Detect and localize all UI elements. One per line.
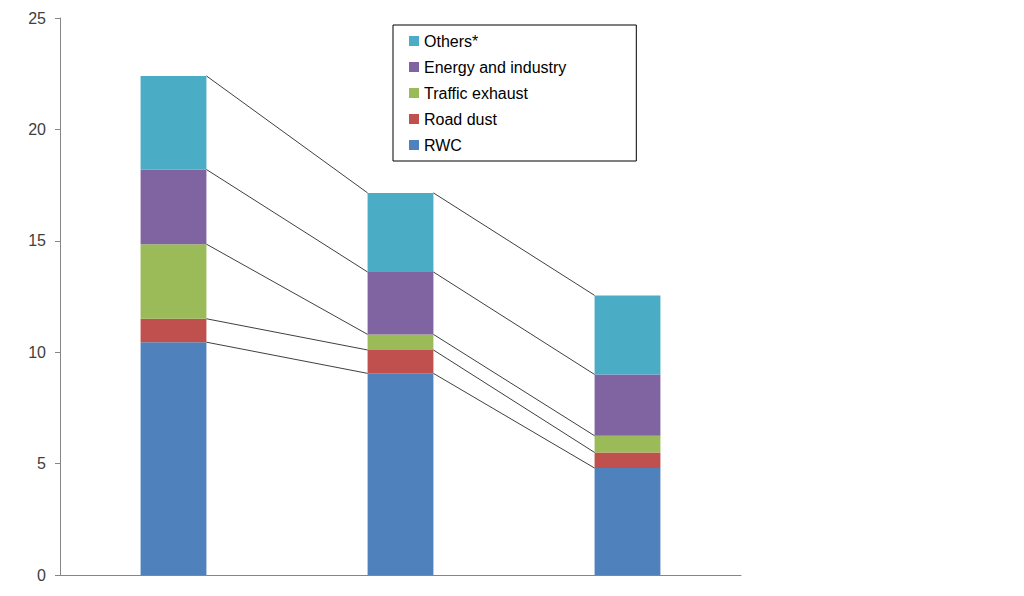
svg-text:25: 25 — [28, 10, 46, 27]
svg-text:5: 5 — [37, 455, 46, 472]
svg-text:20: 20 — [28, 121, 46, 138]
svg-text:15: 15 — [28, 232, 46, 249]
svg-text:10: 10 — [28, 344, 46, 361]
svg-text:Energy and industry: Energy and industry — [424, 59, 566, 76]
svg-text:Road dust: Road dust — [424, 111, 497, 128]
svg-text:0: 0 — [37, 567, 46, 584]
svg-text:RWC: RWC — [424, 137, 462, 154]
svg-text:Traffic exhaust: Traffic exhaust — [424, 85, 529, 102]
svg-text:Others*: Others* — [424, 33, 478, 50]
